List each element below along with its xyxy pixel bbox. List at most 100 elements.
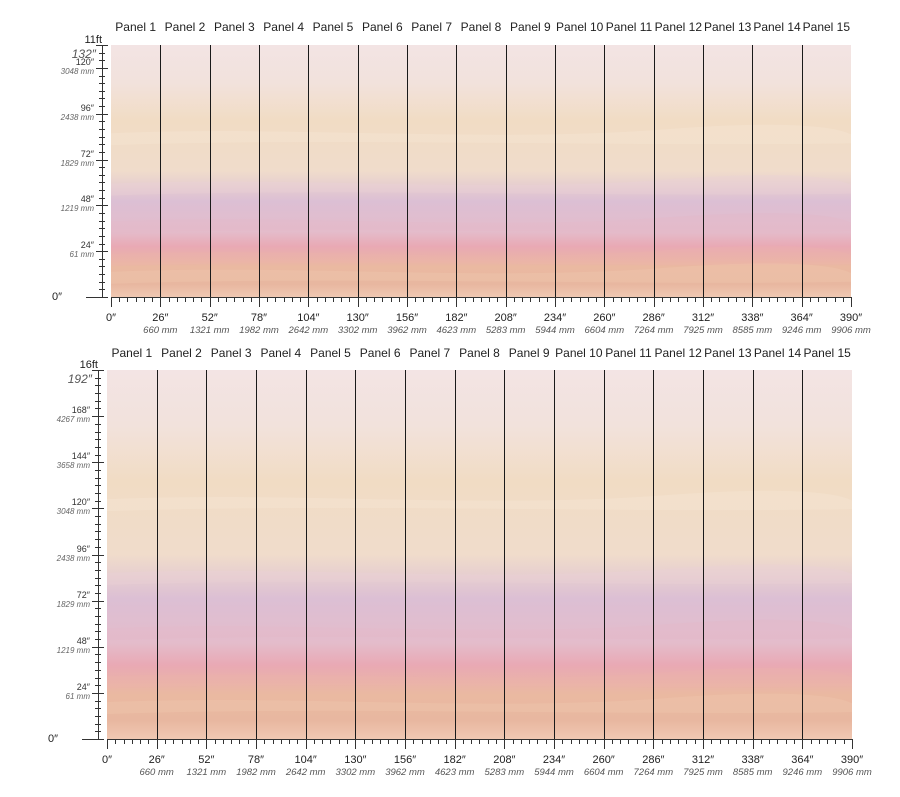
panel-label: Panel 15 [803,346,851,360]
panel-seam [603,370,605,739]
width-ruler-tick [131,739,133,744]
width-ruler-tick [217,297,219,302]
width-ruler-major-tick [405,739,406,749]
height-mark-mm: 2438 mm [56,553,90,563]
height-ruler-tick [99,60,105,62]
height-ruler-tick [99,197,105,199]
width-mark-in: 312″ [691,754,715,766]
height-ruler-tick [95,662,101,664]
height-ruler-tick [92,692,104,694]
width-ruler-tick [645,739,647,744]
width-mark-in: 312″ [691,312,715,324]
width-mark-in: 52″ [201,312,218,324]
width-ruler-tick [429,739,431,744]
width-mark-mm: 7925 mm [683,767,723,778]
width-ruler-tick [620,297,622,302]
width-mark-in: 78″ [250,312,268,324]
height-ruler-tick [95,731,101,733]
height-ruler-tick [92,462,104,464]
height-ruler-tick [95,454,101,456]
panel-label: Panel 2 [161,346,202,360]
paint-streak [111,245,851,267]
width-mark-in: 104″ [297,312,320,324]
width-ruler-tick [140,739,142,744]
panel-label: Panel 4 [263,20,304,34]
panel-seam [407,45,408,297]
width-ruler-tick [464,297,466,302]
width-mark-in: 130″ [344,754,367,766]
height-mark-in: 48″ [76,635,90,646]
height-ruler-tick [95,393,101,395]
width-mark-mm: 660 mm [139,767,174,778]
height-ruler-tick [96,159,108,161]
width-ruler-tick [398,297,400,302]
total-height-in: 132″ [71,47,96,61]
width-mark-mm: 4623 mm [434,767,475,778]
width-mark-in: 0″ [101,754,112,766]
height-ruler-tick [99,45,105,46]
height-ruler-tick [95,431,101,433]
panel-seam [653,45,655,297]
panel-label: Panel 11 [605,346,652,360]
width-ruler-major-tick [554,739,555,749]
width-mark-mm: 660 mm [143,325,178,336]
width-mark-in: 130″ [346,312,369,324]
width-ruler-tick [316,297,318,302]
width-ruler-tick [341,297,343,302]
total-height-in: 192″ [67,372,92,386]
width-ruler-tick [545,739,547,744]
width-ruler-tick [596,297,598,302]
width-ruler-major-tick [852,739,853,749]
height-ruler-tick [95,500,101,502]
width-ruler-major-tick [305,739,307,749]
width-ruler-tick [363,739,365,744]
width-ruler-tick [711,739,713,744]
height-ruler-tick [95,562,101,564]
width-mark-in: 78″ [247,754,265,766]
width-mark-mm: 3962 mm [387,325,427,336]
width-ruler-tick [810,739,812,744]
width-ruler-tick [332,297,334,302]
panel-seam [308,45,310,297]
width-mark-mm: 1982 mm [236,767,276,778]
height-ruler-tick [95,400,101,402]
panel-label: Panel 10 [555,346,603,360]
height-ruler-base [86,297,102,298]
width-mark-mm: 9906 mm [832,767,872,778]
paint-streak [107,490,852,512]
width-ruler-tick [115,739,117,744]
width-ruler-tick [313,739,315,744]
width-mark-in: 182″ [443,754,466,766]
height-mark-in: 24″ [76,681,90,692]
width-mark-in: 234″ [542,754,566,766]
height-ruler-tick [95,592,101,594]
height-ruler-tick [95,685,101,687]
width-ruler-tick [382,297,384,302]
height-ruler-tick [95,700,101,702]
width-mark-in: 390″ [840,754,864,766]
width-ruler-tick [727,739,729,744]
width-ruler-tick [529,739,531,744]
width-ruler-major-tick [456,297,458,307]
width-mark-mm: 9246 mm [782,767,823,778]
width-ruler-tick [670,297,672,302]
width-ruler-tick [234,297,236,302]
height-mark-in: 168″ [71,405,90,416]
width-mark-mm: 3302 mm [337,325,378,336]
height-ruler-tick [95,546,101,548]
width-ruler-major-tick [555,297,556,307]
height-ruler-tick [95,631,101,633]
height-ruler-tick [99,129,105,130]
width-ruler-tick [827,739,829,744]
panel-label: Panel 13 [703,20,752,34]
height-ruler-tick [99,228,105,230]
height-ruler-tick [96,205,108,207]
height-mark-mm: 3048 mm [60,66,94,76]
width-ruler-tick [546,297,548,302]
panel-label: Panel 13 [704,346,752,360]
width-ruler-tick [247,739,249,744]
height-ruler-tick [95,408,101,410]
panel-label: Panel 10 [555,20,604,34]
width-ruler-tick [472,297,474,302]
width-ruler-major-tick [160,297,162,307]
